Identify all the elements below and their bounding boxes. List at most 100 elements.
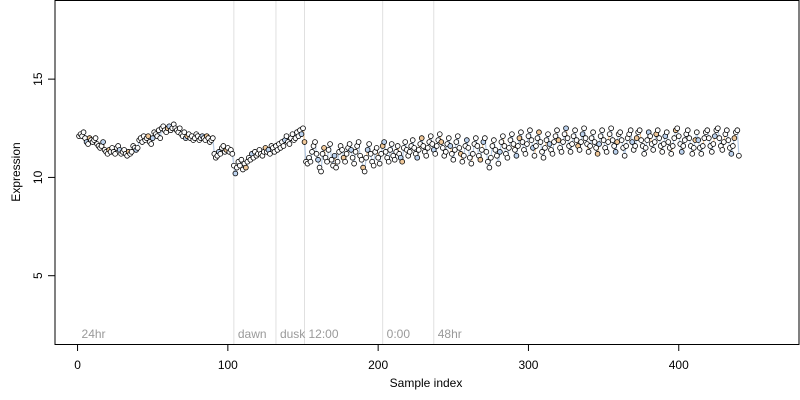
data-point	[647, 133, 653, 139]
data-point	[343, 151, 350, 157]
data-point	[614, 139, 620, 145]
data-point	[536, 129, 542, 136]
data-point	[675, 133, 682, 139]
data-point	[638, 137, 644, 143]
data-point	[540, 154, 547, 161]
data-point	[693, 129, 700, 136]
data-point	[145, 133, 151, 139]
data-point	[148, 141, 154, 147]
data-point	[497, 149, 503, 155]
data-point	[558, 149, 565, 155]
data-point	[479, 147, 485, 153]
data-point	[590, 129, 596, 136]
data-point	[387, 147, 393, 153]
data-point	[546, 141, 553, 147]
data-point	[605, 139, 611, 145]
data-point	[331, 152, 338, 159]
data-point	[585, 149, 592, 155]
data-point	[485, 158, 491, 165]
data-point	[681, 137, 688, 143]
data-point	[564, 135, 571, 141]
data-point	[650, 147, 657, 153]
data-point	[721, 139, 727, 145]
data-point	[569, 141, 575, 147]
data-point	[315, 156, 321, 163]
y-tick-label: 5	[31, 272, 45, 279]
annotation-label: 48hr	[438, 327, 462, 341]
data-point	[596, 141, 602, 147]
data-point	[552, 133, 559, 139]
data-point	[656, 135, 663, 141]
data-point	[327, 141, 333, 147]
data-point	[518, 129, 524, 136]
data-point	[494, 152, 500, 159]
data-point	[477, 156, 484, 163]
data-point	[220, 143, 227, 149]
data-point	[453, 139, 460, 145]
data-point	[382, 149, 389, 155]
data-point	[128, 149, 135, 155]
data-point	[627, 127, 634, 134]
data-point	[710, 141, 717, 147]
data-point	[420, 143, 427, 149]
data-point	[531, 152, 538, 159]
annotation-label: dawn	[238, 327, 267, 341]
data-point	[629, 139, 635, 145]
data-point	[641, 151, 647, 157]
data-point	[734, 127, 741, 134]
data-point	[232, 170, 239, 177]
data-point	[355, 139, 362, 145]
y-tick-label: 10	[31, 170, 45, 184]
annotation-label: 0:00	[387, 327, 411, 341]
data-point	[633, 135, 640, 141]
data-point	[504, 154, 511, 161]
data-point	[632, 143, 638, 149]
data-point	[700, 143, 706, 149]
data-point	[545, 131, 551, 137]
data-point	[609, 137, 616, 143]
data-point	[597, 133, 604, 139]
data-point	[307, 158, 314, 165]
data-point	[452, 147, 458, 153]
x-tick-label: 0	[74, 358, 81, 372]
data-point	[427, 133, 434, 139]
data-point	[621, 152, 628, 159]
data-point	[527, 127, 533, 134]
data-point	[611, 143, 617, 149]
data-point	[500, 133, 506, 139]
data-point	[312, 139, 318, 145]
x-tick-label: 400	[669, 358, 689, 372]
data-point	[483, 149, 490, 155]
data-point	[328, 156, 335, 163]
x-axis: 0 100 200 300 400	[74, 344, 689, 372]
data-point	[642, 145, 649, 151]
data-point	[385, 158, 392, 165]
data-point	[445, 135, 452, 141]
data-point	[612, 149, 619, 155]
data-point	[406, 149, 413, 155]
data-point	[456, 145, 463, 151]
data-point	[608, 125, 614, 132]
data-point	[366, 141, 372, 147]
data-point	[728, 151, 735, 157]
data-point	[594, 151, 601, 157]
data-point	[724, 127, 730, 134]
data-point	[424, 145, 431, 151]
data-point	[701, 135, 708, 141]
data-point	[654, 127, 661, 134]
data-point	[512, 147, 518, 153]
data-point	[513, 152, 520, 159]
data-point	[318, 168, 324, 175]
data-points	[76, 121, 742, 177]
data-point	[482, 135, 488, 141]
data-point	[415, 147, 422, 153]
data-point	[489, 143, 496, 149]
data-point	[80, 129, 87, 136]
data-point	[429, 141, 436, 147]
data-point	[551, 139, 557, 145]
data-point	[438, 139, 445, 145]
data-point	[663, 129, 670, 136]
data-point	[715, 125, 721, 132]
data-point	[388, 141, 395, 147]
data-point	[333, 164, 339, 171]
